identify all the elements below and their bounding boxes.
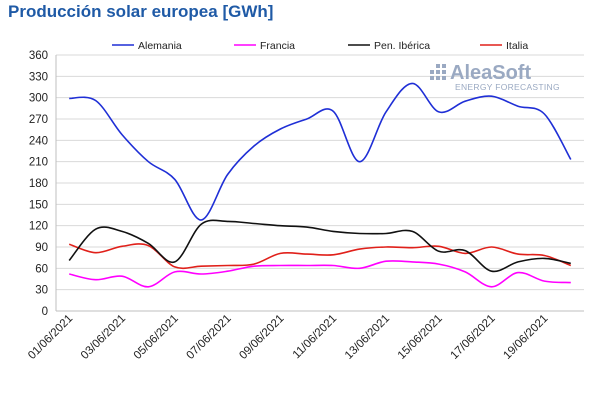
y-tick-label: 0 [42, 306, 48, 318]
y-tick-label: 120 [29, 221, 48, 233]
legend: Alemania Francia Pen. Ibérica Italia [112, 40, 528, 52]
y-tick-label: 270 [29, 114, 48, 126]
watermark-sub-text: ENERGY FORECASTING [455, 82, 560, 92]
legend-label: Alemania [138, 40, 182, 52]
series-line-italia [68, 243, 572, 270]
x-tick-label: 13/06/2021 [343, 313, 392, 362]
series-line-pen-ib-rica [68, 219, 571, 273]
x-tick-label: 19/06/2021 [501, 313, 550, 362]
logo-dot [442, 64, 446, 68]
logo-dot [436, 70, 440, 74]
logo-dot [442, 76, 446, 80]
x-tick-label: 05/06/2021 [132, 313, 181, 362]
gridlines [55, 54, 584, 312]
x-tick-label: 07/06/2021 [185, 313, 234, 362]
series-line-alemania [69, 82, 572, 221]
y-tick-label: 180 [29, 178, 48, 190]
y-tick-label: 240 [29, 135, 48, 147]
y-tick-label: 60 [35, 263, 48, 275]
y-axis-ticks: 0 30 60 90 120 150 180 210 240 270 300 330 360 [29, 50, 48, 318]
y-tick-label: 300 [29, 93, 48, 105]
y-tick-label: 360 [29, 50, 48, 62]
chart-title: Producción solar europea [GWh] [8, 2, 274, 21]
legend-label: Francia [260, 40, 295, 52]
x-axis-ticks: 01/06/2021 03/06/2021 05/06/2021 07/06/2021… [26, 313, 550, 362]
x-tick-label: 03/06/2021 [79, 313, 128, 362]
y-tick-label: 150 [29, 199, 48, 211]
x-tick-label: 11/06/2021 [291, 313, 340, 362]
x-tick-label: 17/06/2021 [449, 313, 498, 362]
x-tick-label: 01/06/2021 [26, 313, 75, 362]
logo-dot [436, 76, 440, 80]
legend-label: Italia [506, 40, 528, 52]
y-tick-label: 210 [29, 157, 48, 169]
y-tick-label: 330 [29, 71, 48, 83]
logo-dot [442, 70, 446, 74]
aleasoft-logo-icon [430, 64, 446, 80]
y-tick-label: 90 [35, 242, 48, 254]
logo-dot [430, 70, 434, 74]
y-tick-label: 30 [35, 285, 48, 297]
logo-dot [436, 64, 440, 68]
logo-dot [430, 76, 434, 80]
x-tick-label: 15/06/2021 [396, 313, 445, 362]
watermark-main-text: AleaSoft [450, 62, 531, 84]
aleasoft-watermark: AleaSoft ENERGY FORECASTING [430, 62, 560, 92]
legend-label: Pen. Ibérica [374, 40, 430, 52]
series-lines [68, 82, 572, 288]
x-tick-label: 09/06/2021 [237, 313, 286, 362]
series-line-francia [69, 260, 571, 288]
